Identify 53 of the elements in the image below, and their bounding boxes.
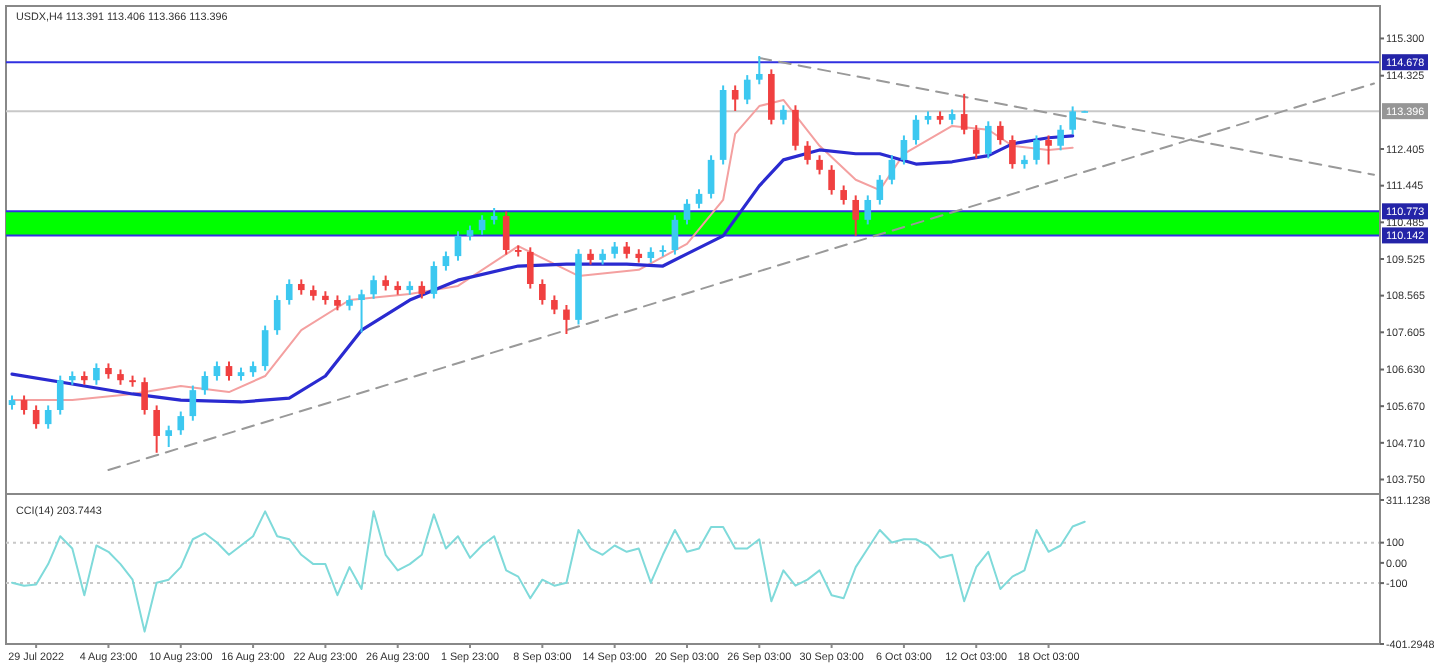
candlestick	[997, 120, 1004, 146]
candlestick	[285, 278, 293, 306]
candlestick	[20, 394, 28, 416]
candlestick	[56, 374, 64, 416]
candlestick	[442, 250, 450, 272]
candlestick	[683, 198, 691, 226]
candlestick	[864, 194, 872, 226]
candlestick	[93, 362, 100, 386]
candlestick	[153, 404, 160, 454]
candlestick	[876, 174, 884, 206]
candlestick	[1045, 134, 1052, 166]
candlestick	[539, 278, 546, 306]
line-series	[11, 510, 1086, 633]
candlestick	[273, 294, 281, 336]
candlestick	[755, 55, 763, 86]
candlestick	[454, 230, 462, 262]
candlestick	[828, 164, 835, 196]
candlestick	[1033, 134, 1040, 166]
candlestick	[189, 384, 197, 422]
candlestick	[912, 114, 920, 146]
candlestick	[1069, 105, 1076, 136]
candlestick	[1057, 124, 1064, 152]
candlestick	[370, 274, 377, 300]
candlestick	[1009, 134, 1016, 170]
candlestick	[165, 424, 173, 449]
candlestick	[768, 68, 775, 126]
candlestick	[792, 104, 799, 152]
candlestick	[707, 154, 715, 200]
candlestick	[984, 120, 992, 160]
candlestick	[900, 134, 908, 166]
candlestick	[502, 210, 510, 256]
candlestick	[840, 184, 847, 206]
candlestick	[563, 303, 570, 336]
candlestick	[888, 154, 896, 186]
candlestick	[816, 154, 823, 176]
candlestick	[213, 360, 221, 382]
candlestick	[430, 260, 438, 300]
candlestick	[526, 246, 534, 290]
candlestick	[852, 194, 860, 237]
candlestick	[671, 214, 679, 256]
candlestick	[804, 140, 811, 166]
candlestick	[972, 124, 980, 160]
candlestick	[261, 324, 269, 372]
candlestick	[225, 360, 233, 382]
candlestick	[743, 74, 751, 106]
candlestick	[141, 376, 148, 416]
candlestick	[695, 188, 703, 210]
candlestick	[731, 84, 739, 113]
candlestick	[780, 104, 787, 126]
candlestick	[551, 294, 558, 316]
candlestick	[960, 92, 968, 136]
candlestick	[358, 288, 365, 334]
candlestick	[177, 410, 185, 436]
